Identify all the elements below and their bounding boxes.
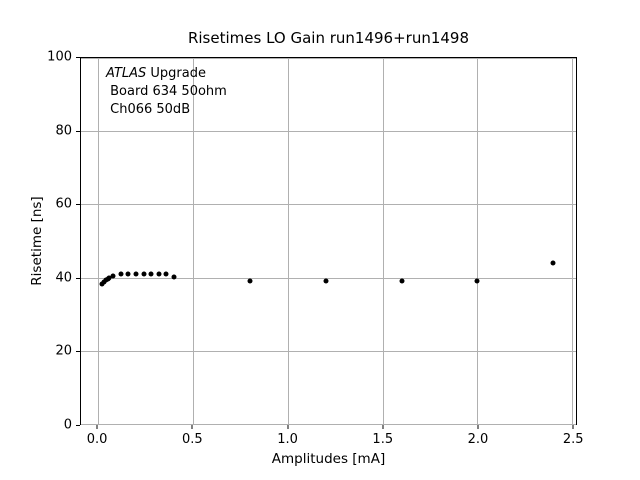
ytick-mark-100 xyxy=(76,57,80,58)
gridline-y-40 xyxy=(81,277,576,279)
xtick-label-0.5: 0.5 xyxy=(182,432,203,447)
xtick-mark-1.5 xyxy=(382,425,384,429)
data-point-18 xyxy=(550,260,556,266)
gridline-y-60 xyxy=(81,204,576,206)
data-point-7 xyxy=(125,271,131,277)
ytick-label-60: 60 xyxy=(55,196,72,212)
gridline-x-1.0 xyxy=(287,58,289,424)
data-point-17 xyxy=(474,278,480,284)
data-point-5 xyxy=(110,273,116,279)
data-point-16 xyxy=(399,278,405,284)
ytick-label-0: 0 xyxy=(63,417,72,433)
data-point-6 xyxy=(118,271,124,277)
ytick-mark-60 xyxy=(76,204,80,206)
xtick-label-0.0: 0.0 xyxy=(86,432,108,447)
ytick-label-80: 80 xyxy=(55,123,72,139)
data-point-11 xyxy=(156,271,162,277)
gridline-x-0.0 xyxy=(98,58,100,424)
data-point-13 xyxy=(171,274,177,279)
ytick-mark-20 xyxy=(76,351,80,353)
xtick-mark-2.0 xyxy=(477,425,479,429)
ytick-mark-40 xyxy=(76,277,80,279)
gridline-y-80 xyxy=(81,131,576,133)
ytick-mark-80 xyxy=(76,130,80,132)
data-point-9 xyxy=(141,271,147,277)
annotation-line-2: Board 634 50ohm xyxy=(106,84,227,99)
data-point-4 xyxy=(106,275,112,281)
gridline-x-2.5 xyxy=(572,58,574,424)
annotation-line-3: Ch066 50dB xyxy=(106,102,191,117)
xtick-mark-2.5 xyxy=(572,425,574,429)
gridline-y-0 xyxy=(81,424,576,425)
xtick-label-2.5: 2.5 xyxy=(562,432,584,447)
x-axis-label: Amplitudes [mA] xyxy=(271,451,386,467)
xtick-mark-1.0 xyxy=(287,425,289,429)
data-point-15 xyxy=(323,278,329,284)
xtick-label-2.0: 2.0 xyxy=(467,432,489,447)
gridline-y-20 xyxy=(81,350,576,352)
data-point-10 xyxy=(148,271,154,277)
chart-title: Risetimes LO Gain run1496+run1498 xyxy=(187,29,470,47)
gridline-x-1.5 xyxy=(382,58,384,424)
xtick-label-1.0: 1.0 xyxy=(277,432,298,447)
plot-area: ATLAS Upgrade Board 634 50ohm Ch066 50dB xyxy=(80,57,577,425)
ytick-label-100: 100 xyxy=(47,49,72,65)
ytick-label-20: 20 xyxy=(55,343,72,359)
data-point-12 xyxy=(163,271,169,277)
annotation-atlas: ATLAS xyxy=(106,66,147,81)
ytick-mark-0 xyxy=(76,425,80,426)
xtick-mark-0.5 xyxy=(191,425,193,429)
annotation-upgrade: Upgrade xyxy=(146,66,206,81)
ytick-label-40: 40 xyxy=(55,270,72,286)
annotation: ATLAS Upgrade Board 634 50ohm Ch066 50dB xyxy=(106,65,227,119)
gridline-y-100 xyxy=(81,58,576,59)
annotation-line-1: ATLAS Upgrade xyxy=(106,65,227,83)
data-point-8 xyxy=(133,271,139,277)
gridline-x-2.0 xyxy=(477,58,479,424)
gridline-x-0.5 xyxy=(192,58,194,424)
data-point-14 xyxy=(247,278,253,284)
xtick-mark-0.0 xyxy=(96,425,98,429)
xtick-label-1.5: 1.5 xyxy=(372,432,394,447)
